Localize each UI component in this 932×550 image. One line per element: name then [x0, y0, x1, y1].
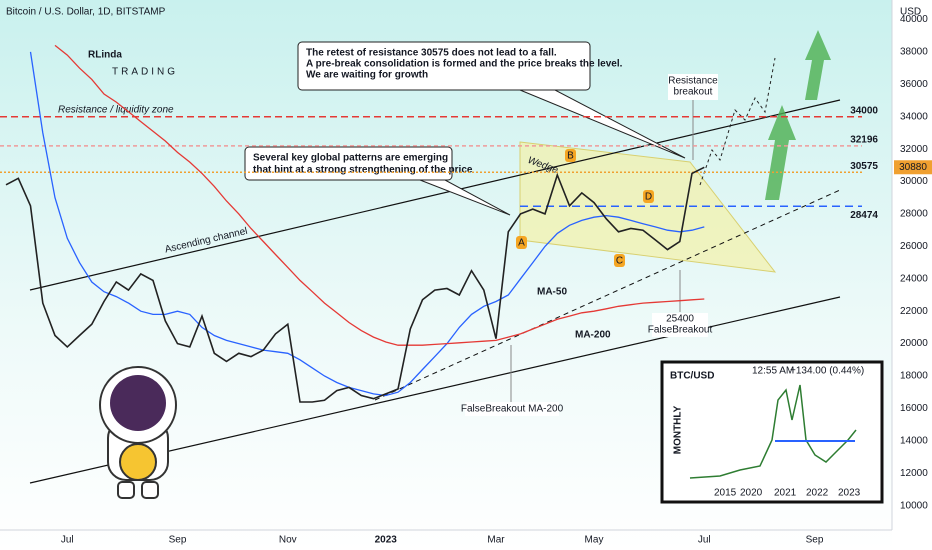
x-tick-label: Jul: [698, 535, 711, 546]
channel-upper: [29, 99, 841, 291]
ma-label: MA-50: [537, 287, 567, 298]
y-tick-label: 32000: [900, 144, 928, 155]
y-tick-label: 40000: [900, 14, 928, 25]
ma-label: MA-200: [575, 330, 611, 341]
annotation: breakout: [674, 87, 713, 98]
label-box: [465, 402, 559, 416]
y-tick-label: 24000: [900, 273, 928, 284]
annotation: that hint at a strong strengthening of t…: [253, 165, 473, 176]
inset-year: 2021: [774, 488, 797, 499]
y-axis-label: USD: [900, 7, 921, 18]
annotation: The retest of resistance 30575 does not …: [306, 48, 557, 59]
level-label: 34000: [850, 105, 878, 116]
pattern-points: A B C D: [516, 149, 654, 267]
moving-average: [54, 44, 705, 346]
projection: [699, 57, 776, 186]
inset-change: +134.00 (0.44%): [790, 366, 864, 377]
inset-title: BTC/USD: [670, 371, 714, 382]
x-tick-label: Mar: [487, 535, 505, 546]
x-tick-label: Jul: [61, 535, 74, 546]
annotation: 25400: [666, 314, 694, 325]
inset-year: 2015: [714, 488, 737, 499]
y-tick-label: 14000: [900, 435, 928, 446]
level-label: 30575: [850, 161, 878, 172]
x-tick-label: May: [585, 535, 604, 546]
point-label: C: [616, 256, 623, 267]
label-box: [668, 74, 718, 100]
x-tick-label: Nov: [279, 535, 297, 546]
price-tag-label: 30880: [899, 162, 927, 173]
wedge: [519, 141, 777, 273]
inset: BTC/USD 12:55 AM +134.00 (0.44%) MONTHLY…: [660, 360, 884, 504]
y-tick-label: 26000: [900, 241, 928, 252]
chart-title: Bitcoin / U.S. Dollar, 1D, BITSTAMP: [6, 7, 166, 18]
annotation: Resistance / liquidity zone: [58, 105, 174, 116]
label-box: [652, 313, 708, 337]
annotation: Resistance: [668, 76, 718, 87]
point-label: B: [567, 151, 574, 162]
annotation: Several key global patterns are emerging: [253, 153, 448, 164]
annotation: A pre-break consolidation is formed and …: [306, 59, 623, 70]
y-tick-label: 34000: [900, 111, 928, 122]
inset-time: 12:55 AM: [752, 366, 794, 377]
level-label: 28474: [850, 210, 878, 221]
y-tick-label: 30000: [900, 176, 928, 187]
point-label: A: [518, 238, 525, 249]
x-tick-label: Sep: [806, 535, 824, 546]
y-tick-label: 20000: [900, 338, 928, 349]
y-tick-label: 36000: [900, 79, 928, 90]
arrow-up: [765, 105, 796, 200]
trend-line: [374, 189, 841, 401]
inset-year: 2020: [740, 488, 763, 499]
logo-text: TRADING: [112, 67, 178, 78]
arrow-up: [805, 30, 831, 100]
y-tick-label: 28000: [900, 209, 928, 220]
y-tick-label: 38000: [900, 47, 928, 58]
annotation: FalseBreakout MA-200: [461, 404, 564, 415]
y-tick-label: 12000: [900, 468, 928, 479]
price-tag: [894, 160, 932, 175]
level-label: 32196: [850, 135, 878, 146]
inset-year: 2022: [806, 488, 829, 499]
y-tick-label: 18000: [900, 371, 928, 382]
price-line: [5, 166, 705, 403]
y-tick-label: 10000: [900, 500, 928, 511]
y-axis-panel: [892, 0, 932, 550]
moving-average: [29, 51, 705, 397]
callout-box: [297, 41, 591, 91]
x-tick-label: 2023: [375, 535, 398, 546]
x-tick-label: Sep: [169, 535, 187, 546]
astronaut: [99, 366, 177, 499]
annotation: FalseBreakout: [648, 325, 713, 336]
point-label: D: [645, 192, 652, 203]
y-tick-label: 16000: [900, 403, 928, 414]
inset-period: MONTHLY: [673, 405, 684, 454]
y-tick-label: 22000: [900, 306, 928, 317]
logo-text: RLinda: [88, 50, 122, 61]
inset-year: 2023: [838, 488, 861, 499]
annotation: We are waiting for growth: [306, 70, 428, 81]
